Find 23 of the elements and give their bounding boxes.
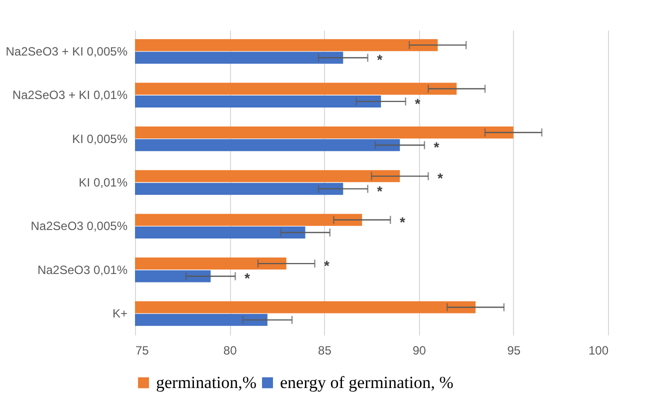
x-tick-label: 95: [507, 344, 521, 358]
annotation: *: [438, 170, 444, 186]
y-tick-label: KI 0,01%: [78, 176, 128, 190]
y-tick-label: Na2SeO3 0,01%: [37, 262, 128, 277]
x-tick-label: 85: [318, 344, 332, 358]
annotation: *: [376, 52, 383, 68]
y-tick-label: KI 0,005%: [72, 132, 128, 146]
y-tick-label: Na2SeO3 + KI 0,01%: [12, 88, 128, 102]
y-tick-label: K+: [112, 306, 128, 321]
annotation: *: [434, 139, 440, 156]
annotation: *: [324, 258, 330, 274]
x-tick-label: 80: [223, 344, 238, 358]
annotation: *: [414, 95, 421, 112]
legend-label: energy of germination, %: [280, 372, 454, 392]
y-tick-label: Na2SeO3 + KI 0,005%: [6, 44, 128, 58]
annotation: *: [376, 182, 383, 199]
annotation: *: [400, 214, 406, 230]
annotation: *: [244, 270, 251, 286]
x-tick-label: 90: [412, 344, 426, 358]
legend-label: germination,%: [156, 372, 257, 392]
x-tick-label: 75: [136, 344, 150, 358]
x-tick-label: 100: [588, 344, 609, 358]
y-tick-label: Na2SeO3 0,005%: [30, 219, 128, 234]
